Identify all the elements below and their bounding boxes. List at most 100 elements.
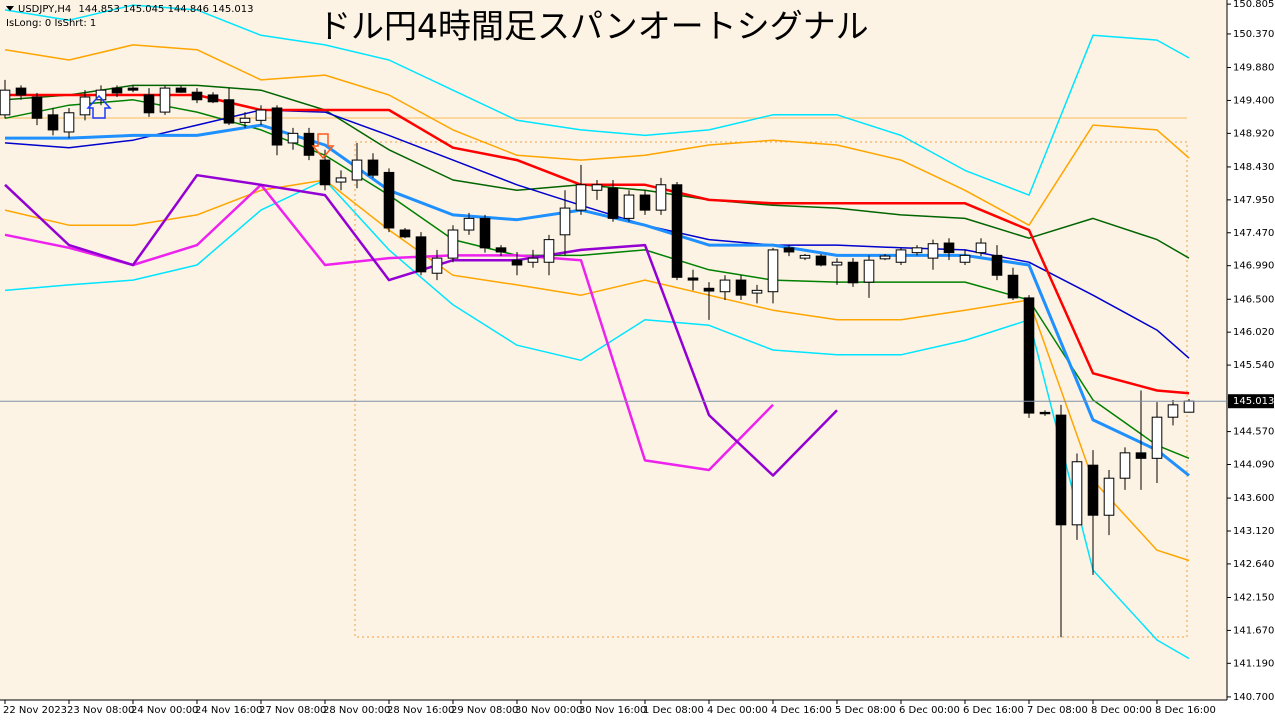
y-tick-label: 150.370 — [1233, 29, 1274, 40]
indicator-line — [4, 179, 1190, 660]
candle-body — [943, 242, 955, 254]
candle-body — [735, 279, 747, 296]
candle-body — [799, 254, 811, 259]
x-tick-label: 1 Dec 08:00 — [643, 705, 704, 716]
collapse-icon — [6, 6, 14, 11]
candle-body — [159, 87, 171, 113]
candle-body — [79, 96, 91, 116]
y-tick-label: 147.950 — [1233, 195, 1274, 206]
x-tick-label: 4 Dec 16:00 — [771, 705, 832, 716]
candle-body — [1135, 452, 1147, 459]
x-tick-label: 6 Dec 00:00 — [899, 705, 960, 716]
x-tick-label: 22 Nov 2023 — [3, 705, 67, 716]
indicator-line — [4, 4, 1190, 196]
candle-body — [703, 287, 715, 292]
y-tick-label: 143.600 — [1233, 493, 1274, 504]
plot-background — [0, 0, 1227, 700]
open: 144.853 — [78, 4, 119, 15]
candle-body — [383, 171, 395, 229]
candle-body — [1007, 274, 1019, 299]
candle-body — [271, 107, 283, 146]
candle-body — [175, 87, 187, 93]
candle-body — [783, 247, 795, 253]
candle-body — [623, 194, 635, 219]
y-tick-label: 146.020 — [1233, 327, 1274, 338]
candle-body — [671, 184, 683, 278]
header: USDJPY,H4 144.853 145.045 144.846 145.01… — [18, 4, 253, 15]
candle-body — [447, 229, 459, 259]
candle-body — [831, 261, 843, 266]
y-tick-label: 148.430 — [1233, 162, 1274, 173]
candle-body — [287, 132, 299, 144]
candle-body — [127, 87, 139, 91]
candle-body — [1167, 404, 1179, 418]
status: IsLong: 0 IsShrt: 1 — [6, 18, 96, 29]
candle-body — [959, 254, 971, 263]
candle-body — [1151, 416, 1163, 459]
candle-body — [847, 261, 859, 284]
price-tag-label: 145.013 — [1233, 396, 1274, 407]
y-tick-label: 146.500 — [1233, 294, 1274, 305]
candle-body — [1055, 414, 1067, 526]
candle-body — [575, 184, 587, 211]
candle-body — [207, 94, 219, 103]
candle-body — [751, 289, 763, 294]
y-tick-label: 141.670 — [1233, 625, 1274, 636]
x-tick-label: 27 Nov 08:00 — [259, 705, 326, 716]
candle-body — [1039, 411, 1051, 415]
x-tick-label: 8 Dec 00:00 — [1091, 705, 1152, 716]
candle-body — [895, 249, 907, 263]
candle-body — [319, 159, 331, 186]
candle-body — [991, 254, 1003, 276]
x-tick-label: 29 Nov 08:00 — [451, 705, 518, 716]
candle-body — [927, 243, 939, 259]
y-tick-label: 142.150 — [1233, 593, 1274, 604]
candle-body — [687, 277, 699, 281]
candle-body — [527, 257, 539, 263]
x-tick-label: 5 Dec 08:00 — [835, 705, 896, 716]
y-tick-label: 150.805 — [1233, 0, 1274, 10]
candle-body — [431, 257, 443, 274]
candle-body — [1023, 297, 1035, 414]
candle-body — [1071, 461, 1083, 526]
x-tick-label: 24 Nov 16:00 — [195, 705, 262, 716]
candle-body — [975, 242, 987, 254]
indicator-line — [4, 44, 1190, 226]
price-tag — [1228, 394, 1274, 409]
candle-body — [911, 247, 923, 254]
range-box — [354, 141, 1188, 638]
candle-body — [559, 207, 571, 236]
candle-body — [95, 89, 107, 101]
low: 144.846 — [168, 4, 209, 15]
candle-body — [767, 249, 779, 293]
buy-arrow — [86, 94, 112, 119]
candle-body — [303, 132, 315, 156]
x-tick-label: 28 Nov 16:00 — [387, 705, 454, 716]
y-tick-label: 149.880 — [1233, 63, 1274, 74]
candle-body — [1087, 464, 1099, 516]
candle-body — [47, 114, 59, 131]
candle-body — [143, 94, 155, 114]
candle-body — [463, 217, 475, 231]
indicator-line — [4, 179, 1190, 562]
candle-body — [879, 255, 891, 260]
candle-body — [815, 255, 827, 266]
x-tick-label: 30 Nov 00:00 — [515, 705, 582, 716]
candle-body — [719, 279, 731, 293]
candle-body — [0, 89, 11, 116]
sell-arrow — [311, 133, 335, 160]
y-tick-label: 149.400 — [1233, 95, 1274, 106]
x-tick-label: 4 Dec 00:00 — [707, 705, 768, 716]
candle-body — [607, 187, 619, 219]
candle-layer — [0, 79, 1195, 638]
candle-body — [415, 236, 427, 273]
y-tick-label: 147.470 — [1233, 228, 1274, 239]
candle-body — [239, 117, 251, 123]
x-tick-label: 24 Nov 00:00 — [131, 705, 198, 716]
x-tick-label: 30 Nov 16:00 — [579, 705, 646, 716]
x-tick-label: 28 Nov 00:00 — [323, 705, 390, 716]
candle-body — [31, 96, 43, 119]
candle-body — [495, 247, 507, 253]
